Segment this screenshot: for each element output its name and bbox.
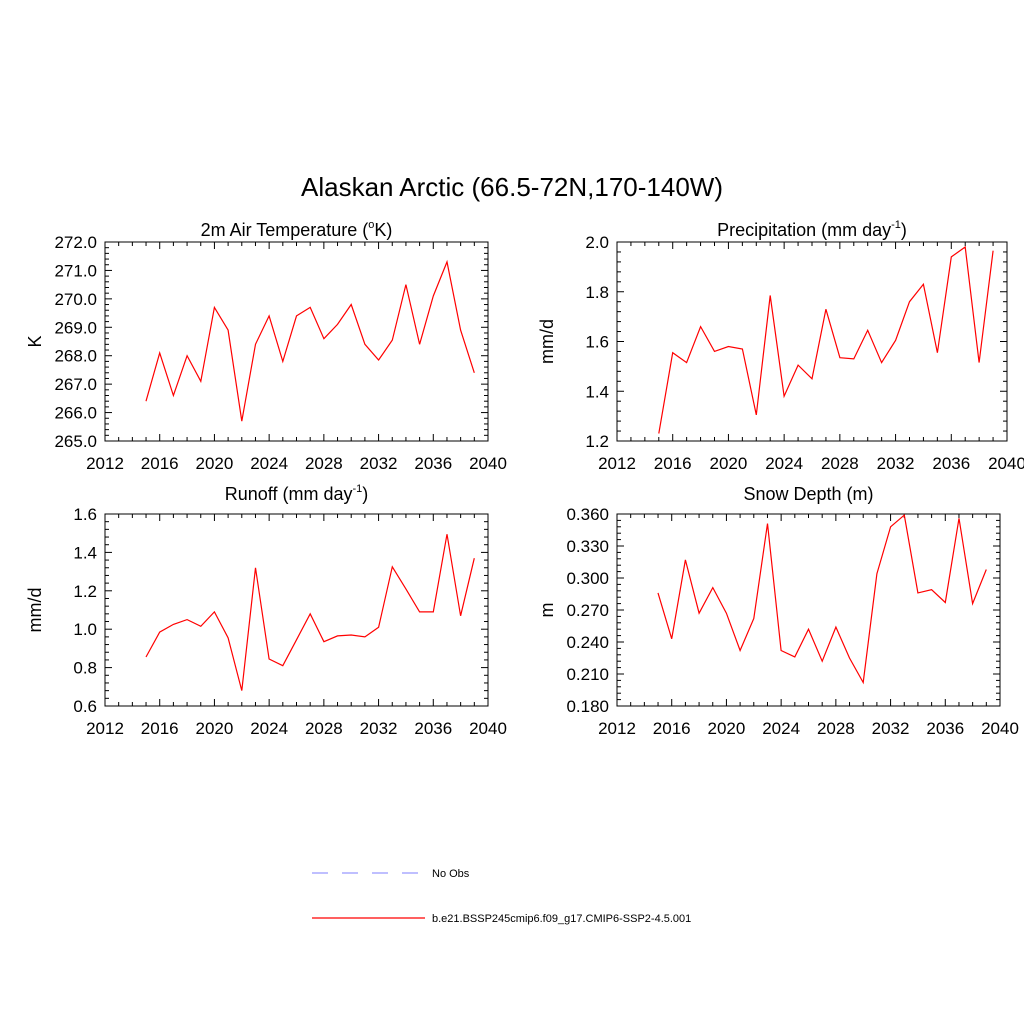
y-tick-label: 265.0 xyxy=(54,432,97,451)
y-tick-label: 1.2 xyxy=(73,582,97,601)
y-tick-label: 1.6 xyxy=(585,333,609,352)
x-tick-label: 2016 xyxy=(654,454,692,473)
y-tick-label: 1.4 xyxy=(585,382,609,401)
series-line xyxy=(657,513,987,685)
x-tick-label: 2020 xyxy=(196,454,234,473)
panel-title: Precipitation (mm day-1) xyxy=(717,219,907,240)
y-axis-label: K xyxy=(25,335,45,347)
x-tick-label: 2016 xyxy=(141,719,179,738)
x-tick-label: 2036 xyxy=(414,454,452,473)
y-axis-label: mm/d xyxy=(537,319,557,364)
x-tick-label: 2024 xyxy=(765,454,803,473)
x-tick-label: 2012 xyxy=(86,454,124,473)
x-tick-label: 2020 xyxy=(196,719,234,738)
x-tick-label: 2024 xyxy=(250,719,288,738)
x-tick-label: 2020 xyxy=(710,454,748,473)
y-tick-label: 268.0 xyxy=(54,347,97,366)
y-axis-label: m xyxy=(537,603,557,618)
y-tick-label: 272.0 xyxy=(54,233,97,252)
y-tick-label: 1.8 xyxy=(585,283,609,302)
x-tick-label: 2028 xyxy=(821,454,859,473)
series-line xyxy=(145,534,475,691)
y-tick-label: 0.360 xyxy=(566,505,609,524)
y-tick-label: 269.0 xyxy=(54,318,97,337)
x-tick-label: 2016 xyxy=(141,454,179,473)
series-line xyxy=(145,259,475,422)
x-tick-label: 2040 xyxy=(469,719,507,738)
y-tick-label: 267.0 xyxy=(54,375,97,394)
x-tick-label: 2028 xyxy=(305,719,343,738)
x-tick-label: 2012 xyxy=(598,719,636,738)
y-tick-label: 0.270 xyxy=(566,601,609,620)
x-tick-label: 2040 xyxy=(469,454,507,473)
y-tick-label: 266.0 xyxy=(54,404,97,423)
x-tick-label: 2036 xyxy=(414,719,452,738)
x-tick-label: 2024 xyxy=(762,719,800,738)
y-tick-label: 1.0 xyxy=(73,620,97,639)
y-tick-label: 0.6 xyxy=(73,697,97,716)
x-tick-label: 2028 xyxy=(817,719,855,738)
legend-label-2: b.e21.BSSP245cmip6.f09_g17.CMIP6-SSP2-4.… xyxy=(432,913,691,925)
x-tick-label: 2040 xyxy=(988,454,1024,473)
y-tick-label: 0.8 xyxy=(73,659,97,678)
figure-title: Alaskan Arctic (66.5-72N,170-140W) xyxy=(301,172,723,202)
x-tick-label: 2036 xyxy=(932,454,970,473)
x-tick-label: 2040 xyxy=(981,719,1019,738)
y-tick-label: 0.240 xyxy=(566,633,609,652)
panels: 2m Air Temperature (oK) K 2012 2016 2020 2024… xyxy=(25,219,1024,738)
panel-1: 2m Air Temperature (oK) K 2012 2016 2020 2024… xyxy=(25,219,507,473)
x-tick-label: 2028 xyxy=(305,454,343,473)
y-tick-label: 270.0 xyxy=(54,290,97,309)
legend: No Obs b.e21.BSSP245cmip6.f09_g17.CMIP6-S… xyxy=(312,868,691,925)
panel-2: Precipitation (mm day-1) mm/d 2012 2016 2020… xyxy=(537,219,1024,473)
panel-title: Snow Depth (m) xyxy=(743,484,873,504)
y-tick-label: 0.300 xyxy=(566,569,609,588)
panel-title: Runoff (mm day-1) xyxy=(225,483,369,504)
x-tick-label: 2032 xyxy=(360,454,398,473)
y-tick-label: 0.330 xyxy=(566,537,609,556)
y-axis-label: mm/d xyxy=(25,588,45,633)
x-tick-label: 2016 xyxy=(653,719,691,738)
x-tick-label: 2024 xyxy=(250,454,288,473)
legend-label-1: No Obs xyxy=(432,868,470,880)
x-tick-label: 2012 xyxy=(598,454,636,473)
y-tick-label: 271.0 xyxy=(54,261,97,280)
y-tick-label: 1.2 xyxy=(585,432,609,451)
x-tick-label: 2036 xyxy=(926,719,964,738)
y-tick-label: 0.210 xyxy=(566,665,609,684)
x-tick-label: 2020 xyxy=(708,719,746,738)
y-tick-label: 2.0 xyxy=(585,233,609,252)
panel-title: 2m Air Temperature (oK) xyxy=(201,219,393,240)
panel-3: Runoff (mm day-1) mm/d 2012 2016 2020 2024 202… xyxy=(25,483,507,738)
y-tick-label: 1.4 xyxy=(73,543,97,562)
x-tick-label: 2032 xyxy=(872,719,910,738)
x-tick-label: 2032 xyxy=(877,454,915,473)
y-tick-label: 0.180 xyxy=(566,697,609,716)
series-line xyxy=(658,245,994,434)
panel-4: Snow Depth (m) m 2012 2016 2020 2024 2028 2032 2… xyxy=(537,484,1019,738)
x-tick-label: 2012 xyxy=(86,719,124,738)
x-tick-label: 2032 xyxy=(360,719,398,738)
y-tick-label: 1.6 xyxy=(73,505,97,524)
